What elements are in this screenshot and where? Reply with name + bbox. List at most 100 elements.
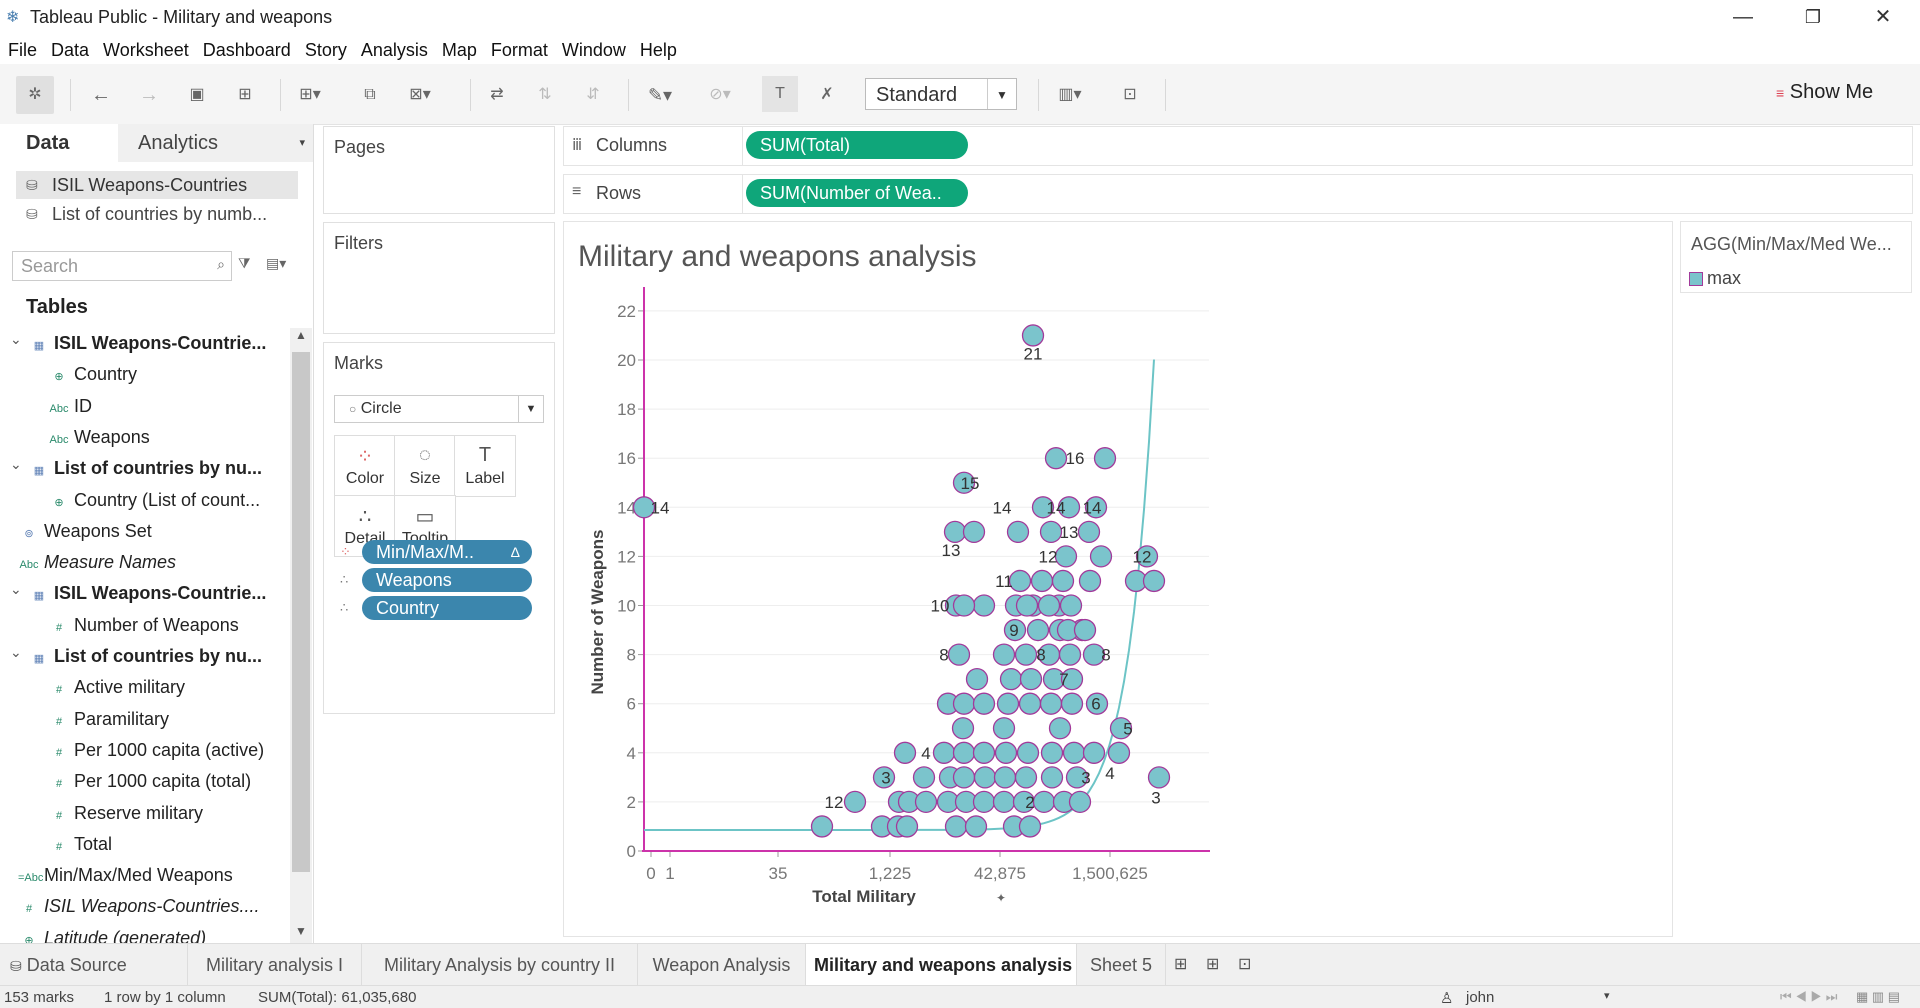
scatter-point[interactable] bbox=[952, 692, 976, 715]
search-field[interactable]: Search ⌕ bbox=[12, 251, 232, 281]
menu-story[interactable]: Story bbox=[304, 40, 347, 60]
presentation-icon[interactable]: ⊡ bbox=[1123, 86, 1137, 103]
field-item[interactable]: Abc ID bbox=[0, 391, 290, 422]
scatter-point[interactable] bbox=[1014, 766, 1038, 789]
field-item[interactable]: ⊕ Country bbox=[0, 359, 290, 390]
mark-pill-2[interactable]: Country bbox=[362, 596, 532, 620]
scatter-point[interactable] bbox=[1085, 692, 1109, 715]
menu-dashboard[interactable]: Dashboard bbox=[202, 40, 291, 60]
scatter-point[interactable] bbox=[996, 692, 1020, 715]
legend-item-max[interactable]: max bbox=[1689, 268, 1741, 289]
columns-pill[interactable]: SUM(Total) bbox=[746, 131, 968, 159]
user-name[interactable]: john bbox=[1466, 989, 1495, 1006]
scatter-point[interactable] bbox=[1021, 324, 1045, 347]
scatter-point[interactable] bbox=[947, 643, 971, 666]
tab-analytics[interactable]: Analytics ▾ bbox=[118, 124, 313, 162]
view-options-icon[interactable]: ▤▾ bbox=[266, 255, 287, 271]
scatter-point[interactable] bbox=[1060, 667, 1084, 691]
view-modes-icon[interactable]: ▦ ▥ ▤ bbox=[1856, 989, 1901, 1004]
duplicate-sheet-icon[interactable]: ⧉ bbox=[364, 86, 376, 103]
field-item[interactable]: # Number of Weapons bbox=[0, 610, 290, 641]
scatter-point[interactable] bbox=[993, 766, 1017, 789]
scatter-point[interactable] bbox=[1048, 717, 1072, 740]
scatter-point[interactable] bbox=[632, 496, 656, 519]
sheet-tab[interactable]: Sheet 5 bbox=[1077, 944, 1166, 986]
scatter-point[interactable] bbox=[943, 520, 967, 544]
field-list-scrollbar[interactable]: ▲ ▼ bbox=[290, 328, 312, 944]
scatter-point[interactable] bbox=[952, 741, 976, 764]
scroll-up-icon[interactable]: ▲ bbox=[295, 328, 307, 342]
scatter-point[interactable] bbox=[1109, 717, 1133, 740]
field-item[interactable]: # Reserve military bbox=[0, 798, 290, 829]
scatter-point[interactable] bbox=[1107, 741, 1131, 764]
scatter-point[interactable] bbox=[992, 643, 1016, 666]
show-labels-icon[interactable]: T bbox=[762, 76, 798, 112]
clear-sheet-icon[interactable]: ⊠▾ bbox=[409, 86, 431, 103]
scatter-point[interactable] bbox=[992, 790, 1016, 814]
filters-card[interactable]: Filters bbox=[323, 222, 555, 334]
scatter-point[interactable] bbox=[952, 594, 976, 617]
scatter-point[interactable] bbox=[1062, 741, 1086, 764]
scatter-point[interactable] bbox=[1065, 766, 1089, 789]
scatter-point[interactable] bbox=[1073, 618, 1097, 642]
menu-help[interactable]: Help bbox=[639, 40, 677, 60]
scatter-point[interactable] bbox=[973, 766, 997, 789]
scatter-point[interactable] bbox=[972, 692, 996, 715]
chevron-down-icon[interactable]: ▾ bbox=[1604, 990, 1610, 1002]
save-icon[interactable]: ▣ bbox=[189, 86, 205, 103]
scrollbar-thumb[interactable] bbox=[292, 352, 310, 872]
redo-icon[interactable]: → bbox=[139, 84, 159, 106]
field-item[interactable]: Abc Weapons bbox=[0, 422, 290, 453]
scatter-point[interactable] bbox=[964, 815, 988, 838]
field-item[interactable]: # Per 1000 capita (active) bbox=[0, 735, 290, 766]
scatter-point[interactable] bbox=[994, 741, 1018, 764]
scatter-point[interactable] bbox=[914, 790, 938, 814]
scatter-point[interactable] bbox=[1032, 790, 1056, 814]
new-worksheet-icon[interactable]: ⊞ bbox=[1174, 956, 1188, 973]
scatter-point[interactable] bbox=[810, 815, 834, 838]
search-input[interactable]: Search bbox=[21, 256, 79, 276]
tab-data-source[interactable]: ⛁ Data Source bbox=[0, 944, 188, 986]
scatter-point[interactable] bbox=[1026, 618, 1050, 642]
scatter-point[interactable] bbox=[1059, 594, 1083, 617]
swap-icon[interactable]: ⇄ bbox=[490, 86, 504, 103]
undo-icon[interactable]: ← bbox=[91, 84, 111, 106]
menu-data[interactable]: Data bbox=[51, 40, 90, 60]
scatter-point[interactable] bbox=[1015, 594, 1039, 617]
scatter-point[interactable] bbox=[1044, 447, 1068, 470]
field-item[interactable]: # ISIL Weapons-Countries.... bbox=[0, 891, 290, 922]
scatter-point[interactable] bbox=[893, 741, 917, 764]
scatter-point[interactable] bbox=[965, 667, 989, 691]
scroll-down-icon[interactable]: ▼ bbox=[295, 924, 307, 938]
fit-dropdown[interactable]: Standard ▼ bbox=[865, 78, 1017, 110]
show-me-button[interactable]: ≡ Show Me bbox=[1776, 81, 1873, 104]
field-item[interactable]: # Active military bbox=[0, 672, 290, 703]
collapse-icon[interactable]: ⌄ bbox=[10, 644, 22, 660]
group-icon[interactable]: ⊘▾ bbox=[709, 86, 731, 103]
fix-axes-icon[interactable]: ✗ bbox=[820, 86, 834, 103]
restore-button[interactable]: ❐ bbox=[1804, 7, 1822, 27]
tab-data[interactable]: Data bbox=[0, 124, 118, 162]
scatter-point[interactable] bbox=[1003, 618, 1027, 642]
scatter-point[interactable] bbox=[992, 717, 1016, 740]
table-header[interactable]: ⌄ ▦ ISIL Weapons-Countrie... bbox=[0, 328, 290, 359]
scatter-point[interactable] bbox=[843, 790, 867, 814]
scatter-point[interactable] bbox=[1030, 569, 1054, 593]
sort-ascending-icon[interactable]: ⇅ bbox=[538, 86, 552, 103]
field-item[interactable]: # Per 1000 capita (total) bbox=[0, 766, 290, 797]
scatter-point[interactable] bbox=[1142, 569, 1166, 593]
collapse-icon[interactable]: ⌄ bbox=[10, 331, 22, 347]
menu-format[interactable]: Format bbox=[490, 40, 548, 60]
menu-window[interactable]: Window bbox=[561, 40, 626, 60]
scatter-point[interactable] bbox=[962, 520, 986, 544]
scatter-point[interactable] bbox=[972, 790, 996, 814]
field-item[interactable]: # Paramilitary bbox=[0, 704, 290, 735]
mark-pill-0[interactable]: Min/Max/M.. Δ bbox=[362, 540, 532, 564]
datasource-isil[interactable]: ⛁ ISIL Weapons-Countries bbox=[16, 171, 298, 199]
sheet-tab[interactable]: Military and weapons analysis bbox=[806, 944, 1077, 986]
scatter-point[interactable] bbox=[952, 766, 976, 789]
scatter-point[interactable] bbox=[1039, 520, 1063, 544]
scatter-point[interactable] bbox=[872, 766, 896, 789]
scatter-point[interactable] bbox=[1031, 496, 1055, 519]
